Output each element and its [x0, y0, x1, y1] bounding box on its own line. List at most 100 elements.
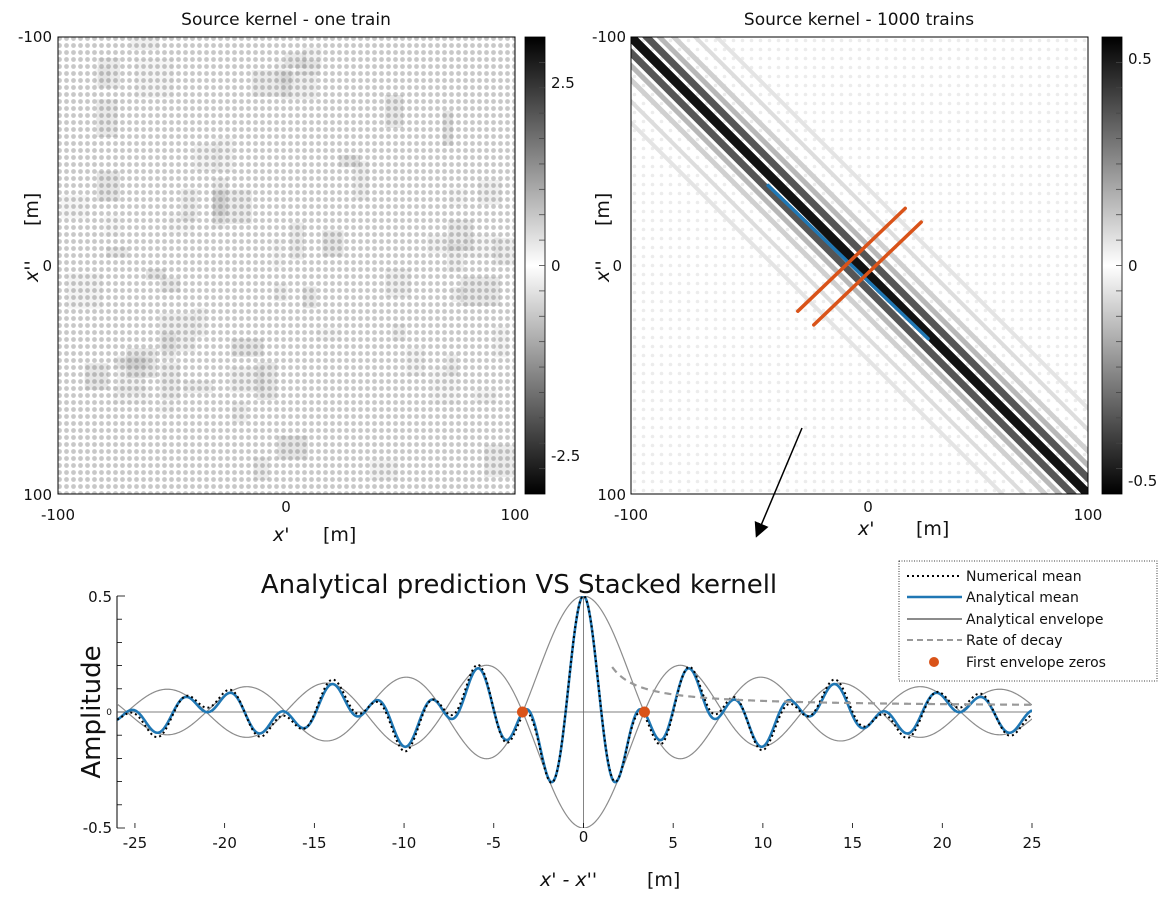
texture-blob [212, 191, 226, 229]
texture-blob [180, 188, 198, 221]
panel-a-colorbar-ticks [539, 61, 545, 470]
texture-blob [448, 188, 467, 206]
panel-c-ytick-zero: 0 [106, 708, 112, 718]
panel-c-ytick-bot: -0.5 [83, 819, 112, 837]
panel-a-ytick-top: -100 [18, 28, 52, 46]
texture-blob [405, 348, 424, 376]
diagonal-stripe [670, 37, 1088, 455]
texture-blob [161, 332, 177, 360]
panel-b-cbar-tick-zero: 0 [1128, 257, 1138, 275]
texture-blob [160, 277, 181, 293]
texture-blob [251, 70, 291, 97]
texture-blob [96, 99, 118, 137]
texture-blob [339, 154, 360, 168]
panel-c-title: Analytical prediction VS Stacked kernell [261, 570, 777, 600]
texture-blob [322, 230, 344, 257]
texture-blob [84, 363, 109, 390]
texture-blob [353, 160, 369, 201]
panel-a-heatmap [58, 37, 515, 494]
panel-b-xtick-left: -100 [614, 506, 648, 524]
panel-a-xtick-left: -100 [41, 506, 75, 524]
texture-blob [114, 357, 150, 369]
panel-a-xlabel-unit: [m] [323, 524, 356, 546]
texture-blob [253, 457, 270, 481]
envelope-zero-marker [638, 706, 650, 718]
x-tick-label: 15 [843, 834, 862, 852]
texture-blob [447, 244, 465, 273]
panel-a-ytick-bot: 100 [23, 486, 52, 504]
texture-blob [484, 444, 515, 478]
panel-c-xlabel-unit: [m] [647, 869, 680, 891]
texture-blob [277, 435, 308, 460]
texture-blob [231, 338, 264, 357]
panel-b-ylabel-var: x'' [592, 260, 614, 283]
panel-c-curves [117, 596, 1032, 828]
texture-blob [232, 402, 248, 423]
texture-blob [316, 327, 341, 341]
texture-blob [442, 110, 453, 146]
texture-blob [295, 60, 320, 75]
texture-blob [61, 195, 89, 219]
texture-blob [431, 367, 459, 405]
x-tick-label: -15 [302, 834, 327, 852]
panel-c-ylabel: Amplitude [77, 645, 107, 778]
x-tick-label: -5 [486, 834, 501, 852]
overlay-line-1 [796, 206, 907, 313]
panel-b-overlay-lines [766, 183, 930, 341]
panel-b-xlabel-unit: [m] [916, 518, 949, 540]
legend-label-analytical-mean: Analytical mean [966, 590, 1079, 606]
texture-blob [446, 354, 458, 376]
series-analytical-mean [117, 596, 1032, 784]
texture-blob [460, 276, 501, 306]
texture-blob [214, 138, 234, 172]
legend-label-analytical-envelope: Analytical envelope [966, 612, 1104, 628]
panel-a-xtick-mid: 0 [281, 498, 291, 516]
texture-blob [384, 95, 403, 128]
panel-b-cbar-tick-low: -0.5 [1128, 472, 1157, 490]
legend-label-numerical-mean: Numerical mean [966, 569, 1082, 585]
panel-line-plot: Analytical prediction VS Stacked kernell… [77, 560, 1158, 891]
texture-blob [302, 47, 322, 69]
diagonal-stripe [656, 37, 1088, 469]
panel-a-texture [61, 37, 515, 481]
texture-blob [67, 273, 103, 309]
panel-b-ytick-mid: 0 [612, 257, 622, 275]
texture-blob [493, 237, 515, 266]
series-analytical-envelope-lower [117, 664, 1032, 828]
panel-a-cbar-tick-low: -2.5 [551, 447, 580, 465]
x-tick-label: 0 [579, 828, 589, 846]
texture-blob [183, 380, 213, 394]
legend-box [898, 560, 1158, 682]
texture-blob [464, 235, 501, 259]
texture-blob [451, 287, 464, 302]
diagonal-stripe [631, 47, 1078, 494]
texture-blob [96, 171, 120, 202]
texture-blob [126, 348, 157, 378]
panel-b-xlabel-var: x' [857, 518, 874, 540]
panel-a-cbar-tick-high: 2.5 [551, 74, 575, 92]
diagonal-stripe [641, 37, 1088, 484]
panel-b-colorbar-ticks [1116, 61, 1122, 470]
panel-one-train: Source kernel - one train -100 0 100 -10… [18, 10, 580, 546]
panel-b-title: Source kernel - 1000 trains [744, 10, 974, 30]
legend-swatch-envelope-zeros [929, 657, 939, 667]
panel-b-ytick-top: -100 [592, 28, 626, 46]
panel-b-frame [630, 36, 1089, 495]
texture-blob [369, 460, 399, 481]
texture-blob [146, 269, 166, 280]
panel-a-ylabel-unit: [m] [21, 193, 43, 226]
texture-blob [474, 390, 497, 403]
diagonal-stripe [631, 76, 1049, 494]
panel-b-ylabel-unit: [m] [592, 193, 614, 226]
panel-a-ytick-mid: 0 [42, 257, 52, 275]
panel-c-y-ticks [117, 595, 125, 829]
panel-b-cbar-tick-high: 0.5 [1128, 50, 1152, 68]
x-tick-label: 10 [753, 834, 772, 852]
series-numerical-mean [117, 596, 1032, 784]
texture-blob [280, 71, 318, 100]
legend-label-rate-of-decay: Rate of decay [966, 633, 1063, 649]
texture-blob [290, 222, 304, 260]
texture-blob [493, 326, 509, 358]
diagonal-stripe [713, 37, 1088, 412]
x-tick-label: 25 [1022, 834, 1041, 852]
